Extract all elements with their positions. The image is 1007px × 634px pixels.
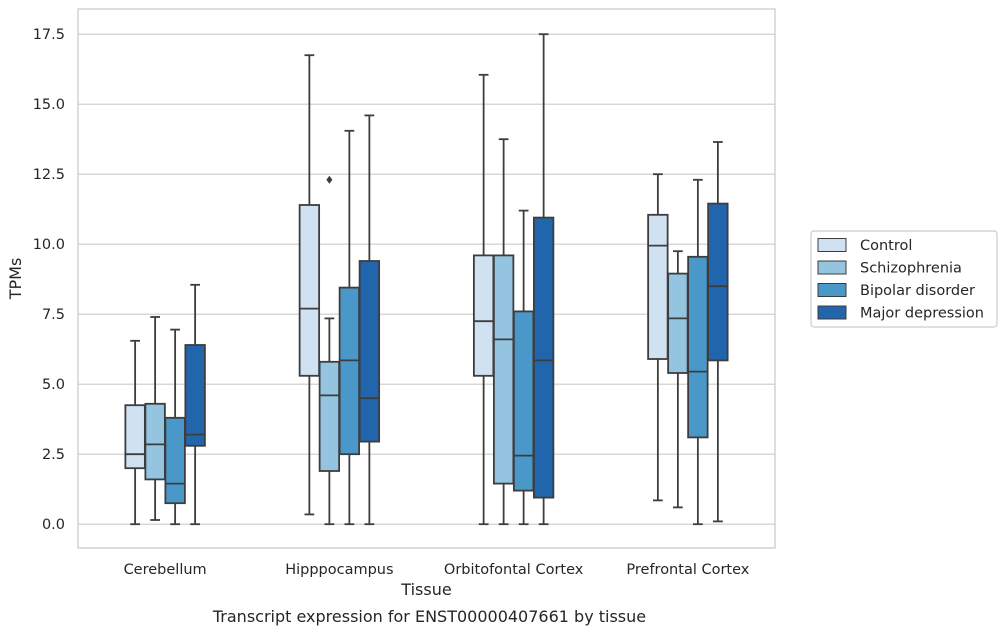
box-control-prefrontal-cortex [647, 173, 669, 502]
box-groups [124, 33, 729, 526]
box-iqr [124, 404, 146, 470]
box-iqr [647, 213, 669, 360]
box-major-depression-orbitofontal-cortex [532, 33, 555, 526]
outlier-point [326, 175, 333, 184]
box-major-depression-cerebellum [184, 283, 206, 526]
box-iqr [164, 416, 186, 505]
y-tick-label: 15.0 [33, 97, 65, 113]
legend: Control Schizophrenia Bipolar disorder Majo… [810, 230, 998, 328]
box-schizophrenia-cerebellum [144, 316, 166, 521]
legend-frame [810, 230, 998, 328]
box-iqr [472, 254, 495, 377]
y-tick-label: 12.5 [33, 167, 65, 183]
box-iqr [492, 254, 515, 485]
box-bipolar-disorder-prefrontal-cortex [687, 178, 709, 526]
y-tick-label: 7.5 [42, 307, 65, 323]
box-major-depression-prefrontal-cortex [707, 141, 729, 523]
y-axis-label: TPMs [6, 258, 25, 301]
legend-label: Control [860, 238, 912, 254]
legend-swatch [817, 260, 847, 275]
x-tick-label: Hipppocampus [285, 562, 393, 578]
box-bipolar-disorder-orbitofontal-cortex [512, 209, 535, 526]
box-iqr [318, 360, 341, 472]
x-tick-label: Cerebellum [124, 562, 207, 578]
y-tick-label: 5.0 [42, 377, 65, 393]
legend-label: Bipolar disorder [860, 283, 975, 299]
box-schizophrenia-hipppocampus [318, 175, 341, 526]
legend-label: Major depression [860, 306, 984, 322]
legend-swatch [817, 238, 847, 252]
y-tick-label: 2.5 [42, 447, 65, 463]
x-tick-labels: Cerebellum Hipppocampus Orbitofontal Corte… [124, 562, 750, 578]
box-iqr [532, 216, 555, 499]
box-control-cerebellum [124, 339, 146, 526]
box-iqr [687, 255, 709, 439]
box-iqr [184, 344, 206, 447]
box-iqr [358, 260, 381, 443]
box-control-hipppocampus [298, 54, 321, 516]
y-tick-label: 0.0 [42, 517, 65, 533]
box-iqr [144, 402, 166, 481]
box-iqr [298, 204, 321, 377]
box-iqr [667, 272, 689, 374]
x-axis-label: Tissue [400, 580, 451, 599]
box-major-depression-hipppocampus [358, 114, 381, 526]
x-tick-label: Orbitofontal Cortex [444, 562, 584, 578]
legend-label: Schizophrenia [860, 261, 962, 277]
legend-swatch [817, 305, 847, 320]
box-control-orbitofontal-cortex [472, 73, 495, 526]
y-tick-labels: 0.0 2.5 5.0 7.5 10.0 12.5 15.0 17.5 [33, 27, 65, 533]
y-tick-label: 10.0 [33, 237, 65, 253]
figure-caption: Transcript expression for ENST0000040766… [212, 607, 646, 626]
box-iqr [707, 202, 729, 362]
box-schizophrenia-prefrontal-cortex [667, 250, 689, 509]
legend-swatch [817, 283, 847, 297]
box-iqr [512, 310, 535, 492]
x-tick-label: Prefrontal Cortex [626, 562, 749, 578]
box-bipolar-disorder-hipppocampus [338, 129, 361, 526]
plot-frame [77, 8, 776, 549]
box-bipolar-disorder-cerebellum [164, 328, 186, 526]
box-iqr [338, 286, 361, 456]
box-schizophrenia-orbitofontal-cortex [492, 138, 515, 526]
y-tick-label: 17.5 [33, 27, 65, 43]
